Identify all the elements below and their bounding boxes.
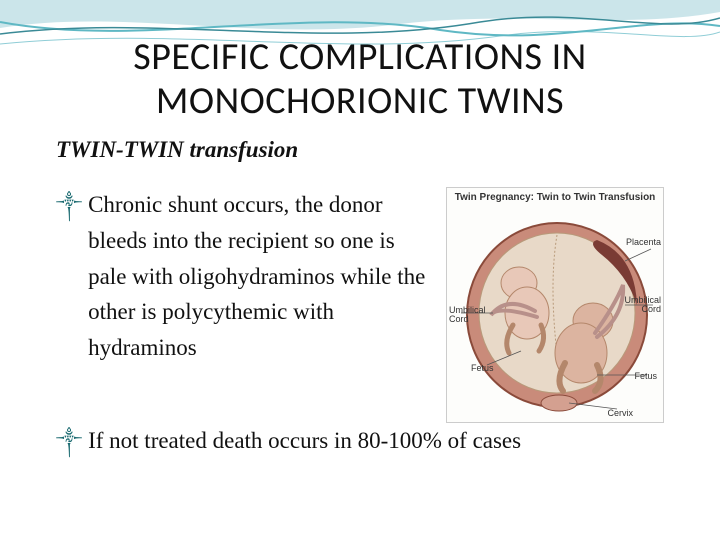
- label-fetus-right: Fetus: [634, 372, 657, 381]
- slide-title: SPECIFIC COMPLICATIONS IN MONOCHORIONIC …: [56, 36, 664, 123]
- bullet-text: Chronic shunt occurs, the donor bleeds i…: [88, 187, 438, 365]
- bullet-mark-icon: ༒: [56, 191, 82, 365]
- bullet-mark-icon: ༒: [56, 427, 82, 459]
- bullet-text: If not treated death occurs in 80-100% o…: [88, 423, 521, 459]
- slide: SPECIFIC COMPLICATIONS IN MONOCHORIONIC …: [0, 0, 720, 540]
- label-umbilical-right: Umbilical Cord: [624, 296, 661, 314]
- text-column: ༒ Chronic shunt occurs, the donor bleeds…: [56, 187, 438, 383]
- bullet-item: ༒ If not treated death occurs in 80-100%…: [56, 423, 664, 459]
- label-umbilical-left: Umbilical Cord: [449, 306, 486, 324]
- label-cervix: Cervix: [607, 409, 633, 418]
- content-row: ༒ Chronic shunt occurs, the donor bleeds…: [56, 187, 664, 423]
- slide-subtitle: TWIN-TWIN transfusion: [56, 137, 664, 163]
- illustration-title: Twin Pregnancy: Twin to Twin Transfusion: [447, 188, 663, 205]
- label-fetus-left: Fetus: [471, 364, 494, 373]
- twin-transfusion-illustration: Twin Pregnancy: Twin to Twin Transfusion: [446, 187, 664, 423]
- bullet-item: ༒ Chronic shunt occurs, the donor bleeds…: [56, 187, 438, 365]
- label-placenta: Placenta: [626, 238, 661, 247]
